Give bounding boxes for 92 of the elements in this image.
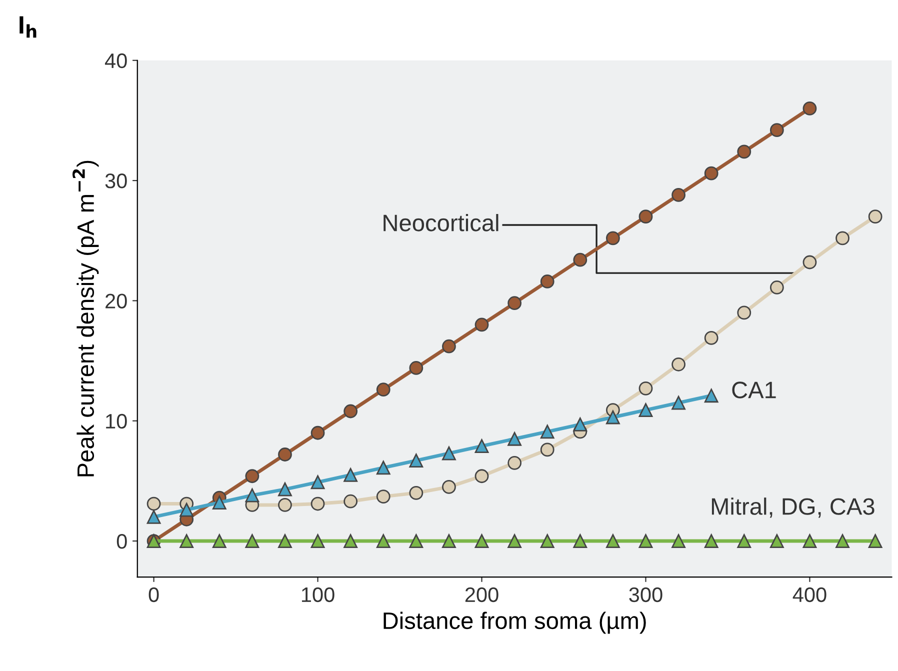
point bbox=[409, 486, 424, 500]
point bbox=[540, 442, 554, 457]
point bbox=[376, 490, 390, 504]
x-tick-label: 0 bbox=[148, 587, 159, 602]
point bbox=[638, 381, 653, 396]
series-label: Mitral, DG, CA3 bbox=[712, 498, 874, 518]
point bbox=[212, 534, 226, 548]
point bbox=[802, 255, 817, 270]
point bbox=[245, 488, 260, 502]
point bbox=[442, 446, 456, 460]
point bbox=[344, 404, 358, 418]
point bbox=[868, 210, 882, 224]
point bbox=[376, 460, 390, 475]
point bbox=[802, 102, 817, 116]
point bbox=[737, 144, 752, 159]
point bbox=[573, 418, 588, 432]
point bbox=[409, 534, 424, 548]
point bbox=[770, 534, 784, 548]
point bbox=[474, 318, 489, 332]
point bbox=[310, 496, 325, 511]
point bbox=[409, 361, 424, 375]
point bbox=[508, 456, 522, 470]
point bbox=[638, 534, 653, 548]
x-tick-label: 200 bbox=[465, 587, 498, 602]
point bbox=[540, 274, 554, 288]
point bbox=[474, 469, 489, 484]
point bbox=[606, 231, 620, 246]
point bbox=[278, 482, 292, 496]
point bbox=[606, 410, 620, 424]
point bbox=[146, 496, 161, 511]
point bbox=[310, 534, 325, 548]
y-tick-label: 30 bbox=[105, 174, 127, 188]
text: Neocortical bbox=[384, 214, 498, 232]
point bbox=[474, 439, 489, 454]
point bbox=[212, 496, 226, 510]
point bbox=[245, 534, 260, 548]
point bbox=[278, 498, 292, 512]
point bbox=[540, 534, 554, 548]
point bbox=[442, 534, 456, 548]
point bbox=[638, 403, 653, 417]
point bbox=[474, 534, 489, 548]
point bbox=[802, 534, 817, 548]
x-tick-label: 400 bbox=[792, 587, 826, 602]
point bbox=[508, 534, 522, 548]
point bbox=[146, 510, 161, 524]
point bbox=[672, 357, 686, 372]
y-tick-label: 40 bbox=[104, 53, 127, 68]
x-tick-label: 100 bbox=[302, 587, 334, 602]
point bbox=[737, 306, 752, 320]
point bbox=[376, 382, 390, 397]
point bbox=[672, 396, 686, 410]
point bbox=[573, 252, 588, 267]
x-tick-label: 300 bbox=[629, 587, 662, 602]
point bbox=[376, 534, 390, 548]
point bbox=[409, 454, 424, 468]
point bbox=[344, 534, 358, 548]
point bbox=[836, 231, 850, 246]
point bbox=[344, 468, 358, 482]
point bbox=[442, 339, 456, 354]
point bbox=[278, 448, 292, 462]
point bbox=[868, 534, 882, 548]
point bbox=[704, 388, 718, 403]
point bbox=[310, 426, 325, 440]
point bbox=[310, 475, 325, 490]
point bbox=[672, 188, 686, 202]
point bbox=[508, 296, 522, 310]
point bbox=[737, 534, 752, 548]
y-tick-label: 10 bbox=[106, 414, 127, 429]
point bbox=[770, 280, 784, 294]
point bbox=[606, 534, 620, 548]
point bbox=[540, 424, 554, 439]
point bbox=[704, 331, 718, 345]
point bbox=[836, 534, 850, 548]
point bbox=[245, 469, 260, 484]
series-label: CA1 bbox=[732, 382, 776, 398]
point bbox=[180, 502, 194, 517]
chart-title: I$_{h}$ bbox=[20, 16, 36, 38]
point bbox=[672, 534, 686, 548]
point bbox=[344, 494, 358, 508]
y-tick-label: 20 bbox=[106, 294, 127, 308]
y-axis-title: Peak current density (pA m$^{−2}$) bbox=[72, 160, 99, 476]
point bbox=[180, 534, 194, 548]
y-tick-label: 0 bbox=[116, 534, 127, 549]
point bbox=[704, 534, 718, 548]
point bbox=[573, 534, 588, 548]
point bbox=[704, 166, 718, 180]
x-axis-title: Distance from soma (µm) bbox=[384, 612, 646, 634]
point bbox=[278, 534, 292, 548]
point bbox=[638, 210, 653, 224]
point bbox=[508, 432, 522, 446]
point bbox=[442, 480, 456, 494]
point bbox=[770, 123, 784, 138]
